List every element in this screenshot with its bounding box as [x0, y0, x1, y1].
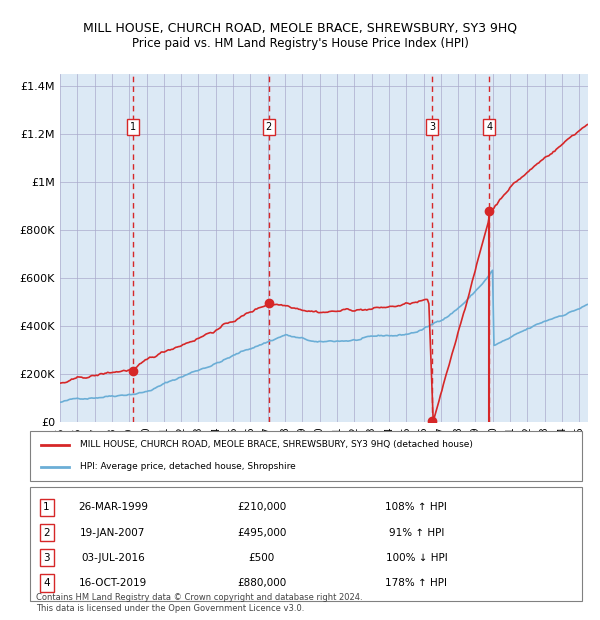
Text: Contains HM Land Registry data © Crown copyright and database right 2024.
This d: Contains HM Land Registry data © Crown c… — [36, 593, 362, 613]
Text: 2: 2 — [265, 122, 272, 132]
Text: 3: 3 — [43, 553, 50, 563]
Text: 16-OCT-2019: 16-OCT-2019 — [79, 578, 147, 588]
Text: 100% ↓ HPI: 100% ↓ HPI — [386, 553, 447, 563]
Text: 26-MAR-1999: 26-MAR-1999 — [78, 502, 148, 512]
Text: Price paid vs. HM Land Registry's House Price Index (HPI): Price paid vs. HM Land Registry's House … — [131, 37, 469, 50]
Text: 1: 1 — [43, 502, 50, 512]
Text: £210,000: £210,000 — [237, 502, 286, 512]
Text: MILL HOUSE, CHURCH ROAD, MEOLE BRACE, SHREWSBURY, SY3 9HQ: MILL HOUSE, CHURCH ROAD, MEOLE BRACE, SH… — [83, 22, 517, 35]
Text: 4: 4 — [43, 578, 50, 588]
Text: HPI: Average price, detached house, Shropshire: HPI: Average price, detached house, Shro… — [80, 462, 295, 471]
Text: 91% ↑ HPI: 91% ↑ HPI — [389, 528, 444, 538]
FancyBboxPatch shape — [30, 431, 582, 480]
Text: 19-JAN-2007: 19-JAN-2007 — [80, 528, 145, 538]
Text: MILL HOUSE, CHURCH ROAD, MEOLE BRACE, SHREWSBURY, SY3 9HQ (detached house): MILL HOUSE, CHURCH ROAD, MEOLE BRACE, SH… — [80, 440, 473, 450]
Text: £500: £500 — [249, 553, 275, 563]
Text: 3: 3 — [429, 122, 435, 132]
Text: 2: 2 — [43, 528, 50, 538]
Text: 03-JUL-2016: 03-JUL-2016 — [81, 553, 145, 563]
Text: 108% ↑ HPI: 108% ↑ HPI — [385, 502, 448, 512]
Text: £880,000: £880,000 — [237, 578, 286, 588]
Text: 178% ↑ HPI: 178% ↑ HPI — [385, 578, 448, 588]
Text: 1: 1 — [130, 122, 136, 132]
Text: 4: 4 — [486, 122, 492, 132]
FancyBboxPatch shape — [30, 487, 582, 601]
Text: £495,000: £495,000 — [237, 528, 287, 538]
